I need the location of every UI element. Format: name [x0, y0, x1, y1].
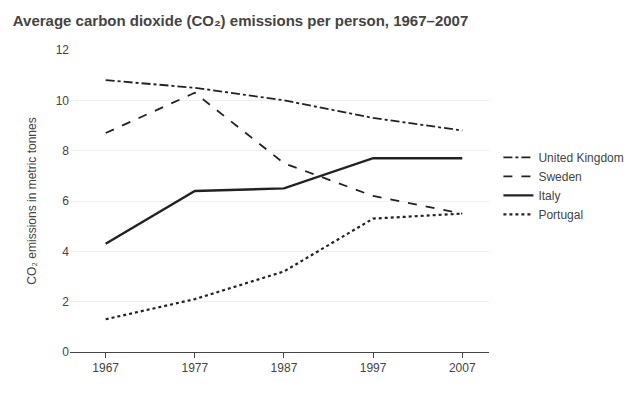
svg-text:1967: 1967 — [92, 361, 119, 375]
svg-text:United Kingdom: United Kingdom — [538, 151, 623, 165]
svg-text:Sweden: Sweden — [538, 170, 581, 184]
svg-text:0: 0 — [62, 345, 69, 359]
svg-text:1977: 1977 — [181, 361, 208, 375]
svg-text:2007: 2007 — [449, 361, 476, 375]
svg-text:1997: 1997 — [360, 361, 387, 375]
svg-text:12: 12 — [56, 43, 70, 57]
svg-text:Average carbon dioxide (CO₂) e: Average carbon dioxide (CO₂) emissions p… — [13, 12, 468, 29]
svg-text:8: 8 — [62, 144, 69, 158]
svg-text:6: 6 — [62, 194, 69, 208]
svg-text:4: 4 — [62, 245, 69, 259]
svg-text:Italy: Italy — [538, 189, 560, 203]
svg-text:CO₂ emissions in metric tonnes: CO₂ emissions in metric tonnes — [25, 117, 39, 284]
svg-text:Portugal: Portugal — [538, 208, 583, 222]
svg-text:1987: 1987 — [271, 361, 298, 375]
svg-text:10: 10 — [56, 94, 70, 108]
svg-text:2: 2 — [62, 295, 69, 309]
